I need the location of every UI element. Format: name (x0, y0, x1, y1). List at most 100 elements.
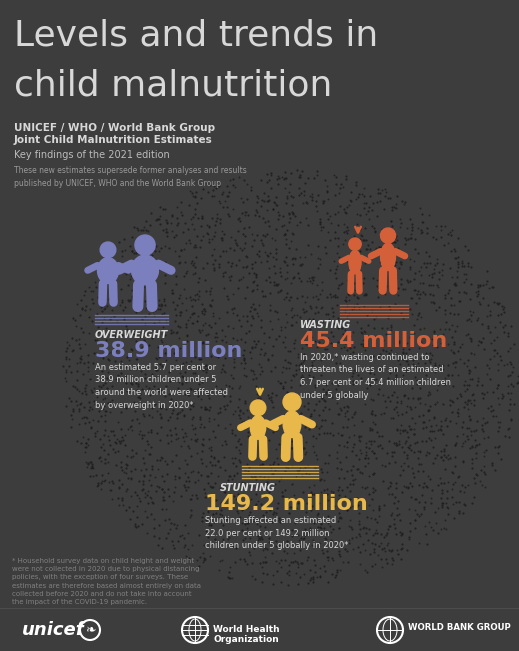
Point (186, 292, 195, 303)
Point (237, 321, 245, 331)
Point (442, 451, 450, 462)
Point (255, 421, 264, 431)
Point (399, 354, 407, 365)
Point (377, 538, 386, 548)
Point (447, 230, 455, 240)
Point (324, 458, 332, 469)
Point (421, 521, 430, 531)
Point (292, 568, 301, 578)
Point (249, 513, 257, 523)
Point (76, 295, 85, 305)
Point (73, 436, 81, 447)
Point (430, 411, 438, 422)
Point (406, 424, 415, 434)
Point (494, 441, 502, 452)
Point (221, 436, 229, 447)
Point (275, 476, 283, 486)
Point (198, 213, 207, 223)
Point (334, 428, 343, 438)
Point (347, 465, 356, 475)
Point (467, 262, 475, 272)
Point (295, 172, 303, 182)
Point (432, 234, 441, 244)
Point (209, 426, 217, 437)
Point (336, 183, 344, 193)
Point (441, 379, 449, 389)
Point (451, 452, 459, 462)
Point (79, 326, 87, 337)
Point (462, 288, 470, 299)
Point (484, 323, 493, 333)
Point (208, 213, 216, 223)
Point (81, 437, 90, 448)
Point (195, 291, 203, 301)
Point (167, 394, 175, 404)
Point (144, 427, 152, 437)
Point (286, 346, 294, 357)
Point (111, 331, 119, 341)
Point (231, 235, 239, 245)
Point (467, 430, 475, 440)
Point (350, 277, 358, 288)
Point (88, 404, 97, 415)
Point (261, 230, 269, 241)
Point (173, 220, 182, 230)
Point (223, 525, 231, 536)
Point (189, 424, 197, 434)
Point (413, 375, 421, 385)
Point (436, 416, 445, 426)
Point (322, 248, 330, 258)
Point (447, 467, 456, 477)
Point (255, 534, 264, 544)
Point (250, 276, 258, 286)
Point (275, 512, 283, 523)
Point (99, 380, 107, 391)
Point (289, 370, 297, 380)
Point (417, 228, 425, 238)
Point (245, 533, 254, 544)
Point (113, 434, 121, 444)
Point (478, 318, 486, 329)
Point (438, 499, 446, 510)
Point (235, 255, 243, 265)
Point (183, 459, 191, 469)
Point (353, 501, 362, 511)
Point (332, 273, 340, 284)
Point (157, 504, 166, 514)
Point (87, 286, 95, 296)
Point (458, 457, 467, 467)
Point (244, 426, 252, 437)
Point (465, 258, 473, 268)
Point (207, 283, 215, 293)
Point (157, 471, 166, 481)
Point (81, 418, 89, 428)
Point (268, 388, 276, 398)
Point (149, 282, 158, 292)
Point (140, 430, 148, 440)
Point (186, 404, 194, 415)
Point (182, 322, 190, 332)
Point (241, 207, 250, 217)
Point (346, 249, 354, 259)
Point (216, 508, 224, 519)
Point (375, 431, 383, 441)
Point (225, 567, 233, 577)
Point (176, 307, 184, 318)
Point (263, 479, 271, 490)
Point (154, 214, 162, 224)
Point (88, 415, 97, 425)
Point (84, 365, 92, 376)
Point (229, 541, 237, 551)
Point (463, 431, 472, 441)
Point (78, 413, 86, 423)
Point (179, 340, 187, 351)
Point (360, 499, 368, 509)
Point (437, 424, 445, 435)
Point (311, 567, 320, 577)
Point (306, 574, 315, 585)
Point (270, 456, 278, 467)
Point (186, 400, 195, 410)
Point (346, 348, 354, 359)
Point (233, 310, 241, 320)
Point (96, 451, 104, 462)
